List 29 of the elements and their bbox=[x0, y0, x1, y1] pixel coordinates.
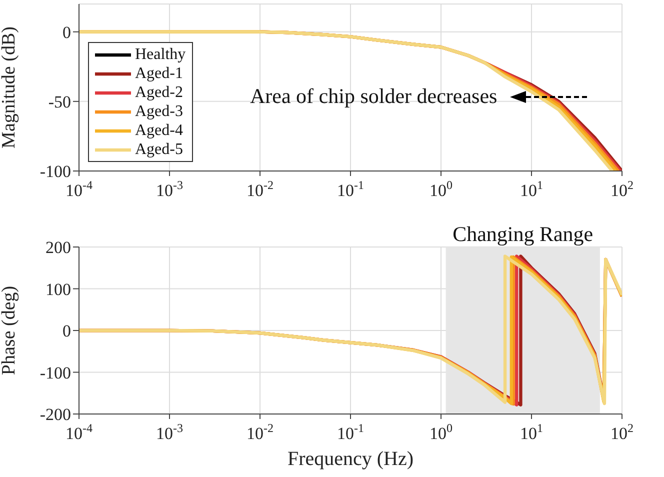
x-tick-label: 10$^{-2}$ bbox=[246, 421, 274, 443]
y-tick-label: 0 bbox=[62, 322, 71, 341]
y-tick-label: 100 bbox=[46, 280, 71, 299]
x-tick-label: 10$^{1}$ bbox=[520, 178, 543, 200]
y-tick-label: -100 bbox=[40, 363, 71, 382]
x-tick-label: 10$^{-3}$ bbox=[156, 178, 183, 200]
band-label: Changing Range bbox=[452, 222, 594, 246]
legend-label: Aged-3 bbox=[135, 102, 183, 120]
x-tick-label: 10$^{0}$ bbox=[430, 178, 452, 200]
y-tick-label: 200 bbox=[46, 238, 71, 258]
y-axis-title: Magnitude (dB) bbox=[0, 26, 20, 148]
x-tick-label: 10$^{0}$ bbox=[430, 421, 452, 443]
x-tick-label: 10$^{-1}$ bbox=[337, 421, 364, 443]
legend-label: Aged-5 bbox=[135, 140, 183, 158]
y-tick-label: 0 bbox=[62, 22, 71, 42]
x-tick-label: 10$^{-1}$ bbox=[337, 178, 364, 200]
x-axis-title: Frequency (Hz) bbox=[287, 448, 414, 470]
legend-label: Aged-4 bbox=[135, 122, 183, 140]
x-tick-label: 10$^{1}$ bbox=[520, 421, 543, 443]
x-tick-label: 10$^{-3}$ bbox=[156, 421, 183, 443]
y-axis-title: Phase (deg) bbox=[0, 286, 20, 376]
annotation: Area of chip solder decreases bbox=[250, 84, 498, 109]
legend-label: Aged-2 bbox=[135, 84, 183, 102]
x-tick-label: 10$^{2}$ bbox=[610, 421, 634, 443]
x-tick-label: 10$^{2}$ bbox=[610, 178, 634, 200]
legend-label: Aged-1 bbox=[135, 64, 183, 82]
x-tick-label: 10$^{-2}$ bbox=[246, 178, 274, 200]
y-tick-label: -50 bbox=[48, 92, 71, 112]
legend-label: Healthy bbox=[135, 46, 186, 64]
